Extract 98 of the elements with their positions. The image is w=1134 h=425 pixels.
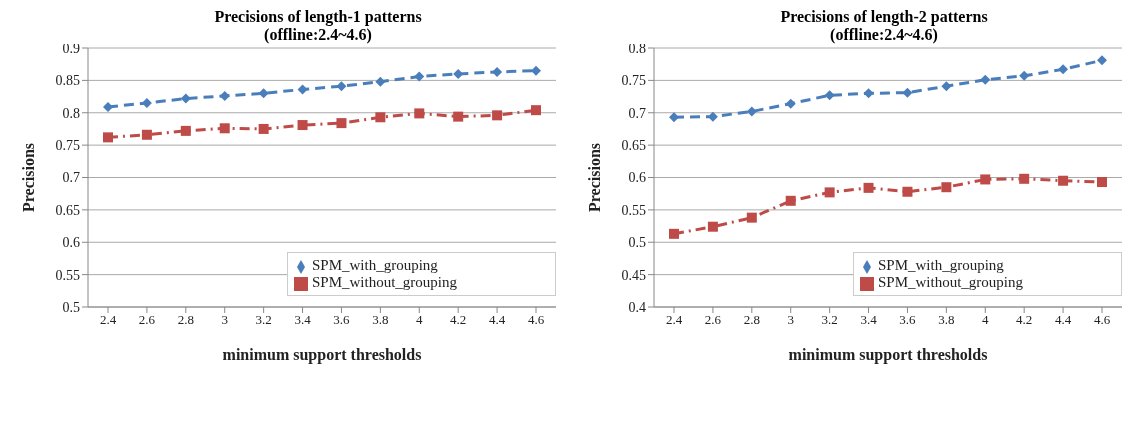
y-axis-title: Precisions (585, 142, 603, 213)
point (1058, 64, 1069, 75)
y-tick-label: 0.8 (628, 40, 646, 56)
point (785, 98, 796, 109)
x-tick-label: 3.8 (938, 312, 955, 328)
point (941, 182, 952, 193)
chart-subtitle: (offline:2.4~4.6) (830, 26, 938, 43)
point (980, 174, 991, 185)
chart-title: Precisions of length-1 patterns (213, 8, 423, 26)
x-tick-label: 3.4 (294, 312, 312, 328)
y-tick-label: 0.9 (62, 40, 80, 56)
y-axis-title: Precisions (19, 142, 37, 213)
x-tick-label: 2.8 (177, 312, 194, 328)
point (785, 195, 796, 206)
point (902, 186, 913, 197)
x-tick-label: 3.4 (860, 312, 878, 328)
point (824, 90, 835, 101)
y-tick-label: 0.4 (628, 299, 646, 315)
x-tick-label: 2.6 (138, 312, 156, 328)
x-tick-label: 2.6 (704, 312, 722, 328)
chart-subtitle: (offline:2.4~4.6) (264, 26, 372, 43)
y-tick-label: 0.85 (55, 73, 80, 89)
y-tick-label: 0.8 (62, 105, 80, 121)
point (669, 228, 679, 239)
y-tick-label: 0.6 (62, 235, 80, 251)
y-tick-label: 0.7 (628, 105, 646, 121)
x-tick-label: 3.6 (899, 312, 917, 328)
y-tick-label: 0.75 (55, 138, 80, 154)
x-tick-label: 2.4 (665, 312, 683, 328)
x-tick-label: 2.4 (99, 312, 117, 328)
x-axis-title: minimum support thresholds (222, 346, 422, 365)
x-tick-label: 3 (787, 312, 794, 328)
y-tick-label: 0.45 (621, 267, 646, 283)
point (258, 88, 269, 99)
x-tick-label: 4 (982, 312, 990, 328)
point (414, 71, 425, 82)
point (941, 81, 952, 92)
y-tick-label: 0.5 (628, 235, 646, 251)
point (258, 123, 269, 134)
point (1019, 173, 1030, 184)
point (746, 212, 757, 223)
point (980, 74, 991, 85)
point (297, 84, 308, 95)
point (141, 129, 152, 140)
x-tick-label: 4.4 (488, 312, 506, 328)
point (669, 112, 679, 123)
point (492, 66, 503, 77)
x-tick-label: 4.2 (450, 312, 467, 328)
x-tick-label: 3.6 (333, 312, 351, 328)
point (336, 118, 347, 129)
x-tick-label: 2.8 (743, 312, 760, 328)
y-tick-label: 0.65 (621, 138, 646, 154)
y-tick-label: 0.5 (62, 299, 80, 315)
point (1058, 175, 1069, 186)
point (1097, 177, 1107, 188)
point (375, 76, 386, 87)
x-axis-title: minimum support thresholds (788, 346, 988, 365)
point (180, 125, 191, 136)
legend-label: SPM_without_grouping (312, 274, 458, 290)
point (902, 87, 913, 98)
point (414, 108, 425, 119)
y-tick-label: 0.55 (621, 202, 646, 218)
y-tick-label: 0.6 (628, 170, 646, 186)
point (531, 65, 541, 76)
x-tick-label: 3 (221, 312, 228, 328)
x-tick-label: 4.2 (1016, 312, 1033, 328)
chart-title: Precisions of length-2 patterns (779, 8, 989, 26)
point (746, 106, 757, 117)
legend-label: SPM_without_grouping (878, 274, 1024, 290)
point (375, 112, 386, 123)
x-tick-label: 3.2 (255, 312, 272, 328)
point (824, 187, 835, 198)
y-tick-label: 0.65 (55, 202, 80, 218)
point (707, 221, 718, 232)
point (1097, 55, 1107, 66)
x-tick-label: 3.2 (821, 312, 838, 328)
x-tick-label: 4.6 (527, 312, 545, 328)
y-tick-label: 0.7 (62, 170, 80, 186)
point (863, 88, 874, 99)
y-tick-label: 0.55 (55, 267, 80, 283)
point (1019, 70, 1030, 81)
point (863, 182, 874, 193)
legend-label: SPM_with_grouping (312, 257, 438, 273)
point (180, 93, 191, 104)
point (531, 105, 541, 116)
point (103, 101, 113, 112)
point (297, 120, 308, 131)
legend-label: SPM_with_grouping (878, 257, 1004, 273)
x-tick-label: 3.8 (372, 312, 389, 328)
point (219, 123, 230, 134)
x-tick-label: 4.6 (1093, 312, 1111, 328)
x-tick-label: 4.4 (1054, 312, 1072, 328)
point (492, 110, 503, 121)
point (453, 111, 464, 122)
x-tick-label: 4 (416, 312, 424, 328)
point (103, 132, 113, 143)
y-tick-label: 0.75 (621, 73, 646, 89)
point (336, 81, 347, 92)
